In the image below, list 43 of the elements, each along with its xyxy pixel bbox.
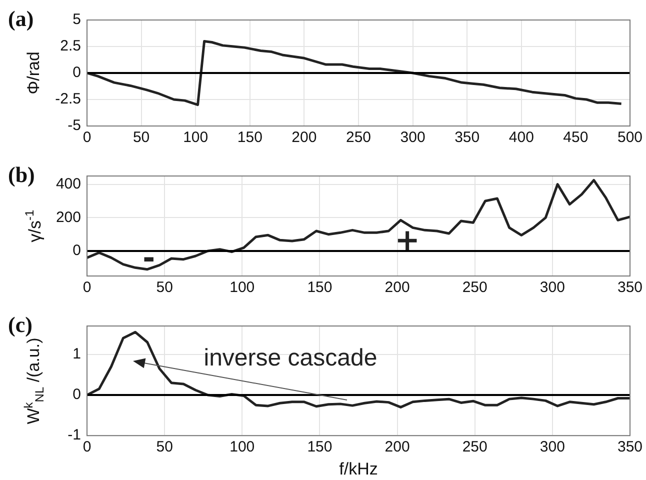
y-tick-label: -5: [68, 117, 81, 134]
x-tick-label: 500: [617, 129, 643, 146]
x-axis-title: f/kHz: [339, 459, 378, 478]
x-tick-label: 100: [230, 438, 255, 456]
x-tick-label: 250: [346, 129, 372, 146]
y-tick-label: 400: [56, 175, 81, 192]
y-tick-label: 2.5: [60, 38, 81, 55]
chart-title: (c): [8, 312, 32, 338]
chart-title: (a): [8, 6, 34, 32]
annotation: -: [142, 240, 156, 276]
x-tick-label: 100: [183, 129, 208, 146]
x-tick-label: 300: [540, 438, 565, 456]
x-tick-label: 150: [307, 438, 332, 456]
y-tick-label: 5: [72, 11, 81, 28]
x-tick-label: 200: [292, 129, 317, 146]
y-tick-label: 0: [72, 242, 81, 260]
x-tick-label: 350: [617, 279, 643, 296]
x-tick-label: 150: [307, 279, 332, 296]
y-tick-label: 200: [56, 208, 81, 226]
x-tick-label: 200: [384, 438, 410, 456]
x-tick-label: 100: [230, 279, 255, 296]
x-tick-label: 50: [132, 129, 150, 146]
annotation: inverse cascade: [204, 344, 378, 372]
x-tick-label: 450: [563, 129, 588, 146]
chart-title: (b): [8, 162, 35, 188]
x-tick-label: 50: [156, 438, 173, 456]
y-tick-label: -2.5: [55, 90, 81, 108]
x-tick-label: 350: [617, 438, 643, 456]
y-axis-title: Φ/rad: [24, 52, 44, 94]
x-tick-label: 350: [454, 129, 480, 146]
x-tick-label: 300: [540, 279, 565, 296]
y-tick-label: 0: [72, 64, 81, 82]
x-tick-label: 150: [237, 129, 262, 146]
x-tick-label: 400: [508, 129, 534, 146]
y-tick-label: 1: [72, 346, 81, 363]
x-tick-label: 250: [462, 279, 488, 296]
y-tick-label: -1: [68, 426, 81, 444]
x-tick-label: 200: [384, 279, 410, 296]
x-tick-label: 250: [462, 438, 488, 456]
x-tick-label: 50: [156, 279, 173, 296]
y-tick-label: 0: [72, 386, 81, 404]
x-tick-label: 300: [400, 129, 426, 146]
annotation: +: [394, 222, 420, 258]
